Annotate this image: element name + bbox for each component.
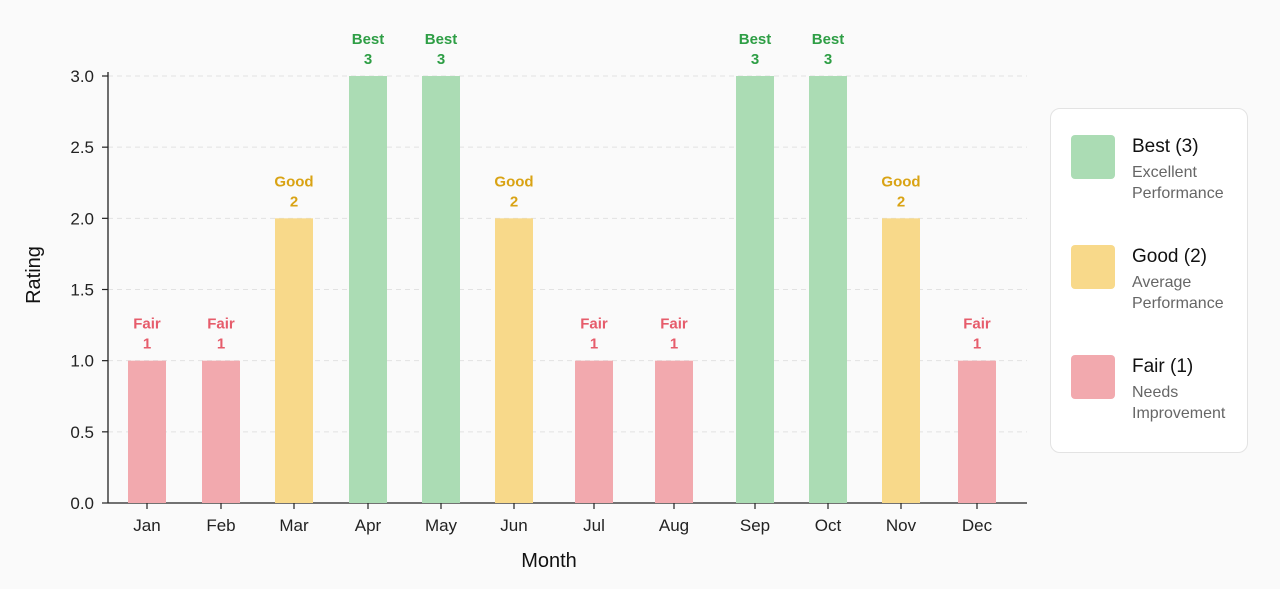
data-label-value: 3 bbox=[824, 51, 832, 68]
data-label-name: Best bbox=[352, 31, 385, 48]
bar-sep bbox=[736, 76, 774, 503]
data-label-value: 1 bbox=[590, 336, 598, 353]
legend-desc-best-line2: Performance bbox=[1132, 185, 1224, 202]
legend-title-fair: Fair (1) bbox=[1132, 356, 1194, 377]
legend-desc-fair-line1: Needs bbox=[1132, 384, 1179, 401]
y-axis-label: Rating bbox=[23, 246, 45, 304]
data-label-name: Fair bbox=[963, 316, 991, 333]
legend-desc-good-line2: Performance bbox=[1132, 295, 1224, 312]
bar-may bbox=[422, 76, 460, 503]
bar-apr bbox=[349, 76, 387, 503]
x-tick-label: Jun bbox=[500, 516, 527, 535]
grid-lines bbox=[108, 75, 1027, 433]
x-tick-label: Mar bbox=[279, 516, 309, 535]
legend-item-good: Good (2) Average Performance bbox=[1071, 245, 1247, 355]
data-label-name: Fair bbox=[580, 316, 608, 333]
x-tick-label: Oct bbox=[815, 516, 842, 535]
data-label-name: Good bbox=[274, 173, 313, 190]
bar-aug bbox=[655, 360, 693, 503]
legend-title-best: Best (3) bbox=[1132, 136, 1199, 157]
data-label-value: 1 bbox=[143, 336, 151, 353]
y-tick-label: 0.5 bbox=[70, 423, 94, 442]
y-tick-label: 1.0 bbox=[70, 352, 94, 371]
data-label-name: Good bbox=[881, 173, 920, 190]
data-label-name: Fair bbox=[133, 316, 161, 333]
data-labels: Fair 1 Fair 1 Good 2 Best 3 Best 3 Good 2 Fair 1 Fair 1… bbox=[133, 31, 991, 353]
data-label-value: 3 bbox=[751, 51, 759, 68]
legend-swatch-best bbox=[1071, 135, 1115, 179]
x-tick-label: Jan bbox=[133, 516, 160, 535]
bar-mar bbox=[275, 218, 313, 504]
legend-swatch-good bbox=[1071, 245, 1115, 289]
x-tick-label: Feb bbox=[206, 516, 235, 535]
y-tick-label: 2.0 bbox=[70, 209, 94, 228]
legend-desc-fair-line2: Improvement bbox=[1132, 405, 1226, 422]
legend-title-good: Good (2) bbox=[1132, 246, 1207, 267]
x-tick-label: May bbox=[425, 516, 458, 535]
data-label-value: 1 bbox=[217, 336, 225, 353]
legend-desc-best-line1: Excellent bbox=[1132, 164, 1197, 181]
axes: 0.0 0.5 1.0 1.5 2.0 2.5 3.0 Jan Feb Mar Apr May Jun J… bbox=[70, 67, 1027, 535]
data-label-value: 1 bbox=[670, 336, 678, 353]
legend-item-fair: Fair (1) Needs Improvement bbox=[1071, 355, 1247, 465]
data-label-name: Best bbox=[425, 31, 458, 48]
bars bbox=[128, 76, 996, 504]
data-label-value: 2 bbox=[510, 193, 518, 210]
data-label-name: Best bbox=[812, 31, 845, 48]
x-tick-label: Dec bbox=[962, 516, 993, 535]
legend: Best (3) Excellent Performance Good (2) … bbox=[1050, 108, 1248, 453]
bar-dec bbox=[958, 360, 996, 503]
data-label-value: 2 bbox=[290, 193, 298, 210]
data-label-value: 3 bbox=[437, 51, 445, 68]
data-label-name: Fair bbox=[660, 316, 688, 333]
legend-item-best: Best (3) Excellent Performance bbox=[1071, 135, 1247, 245]
legend-desc-good-line1: Average bbox=[1132, 274, 1192, 291]
bar-nov bbox=[882, 218, 920, 504]
bar-jun bbox=[495, 218, 533, 504]
data-label-name: Fair bbox=[207, 316, 235, 333]
data-label-name: Best bbox=[739, 31, 772, 48]
y-tick-label: 3.0 bbox=[70, 67, 94, 86]
y-tick-label: 2.5 bbox=[70, 138, 94, 157]
x-tick-label: Aug bbox=[659, 516, 689, 535]
legend-swatch-fair bbox=[1071, 355, 1115, 399]
x-tick-label: Apr bbox=[355, 516, 382, 535]
bar-oct bbox=[809, 76, 847, 503]
data-label-value: 1 bbox=[973, 336, 981, 353]
bar-jul bbox=[575, 360, 613, 503]
x-tick-label: Sep bbox=[740, 516, 770, 535]
bar-jan bbox=[128, 360, 166, 503]
x-tick-label: Nov bbox=[886, 516, 917, 535]
x-axis-label: Month bbox=[521, 550, 577, 572]
y-tick-label: 0.0 bbox=[70, 494, 94, 513]
x-tick-label: Jul bbox=[583, 516, 605, 535]
data-label-value: 3 bbox=[364, 51, 372, 68]
data-label-value: 2 bbox=[897, 193, 905, 210]
data-label-name: Good bbox=[494, 173, 533, 190]
bar-feb bbox=[202, 360, 240, 503]
y-tick-label: 1.5 bbox=[70, 281, 94, 300]
